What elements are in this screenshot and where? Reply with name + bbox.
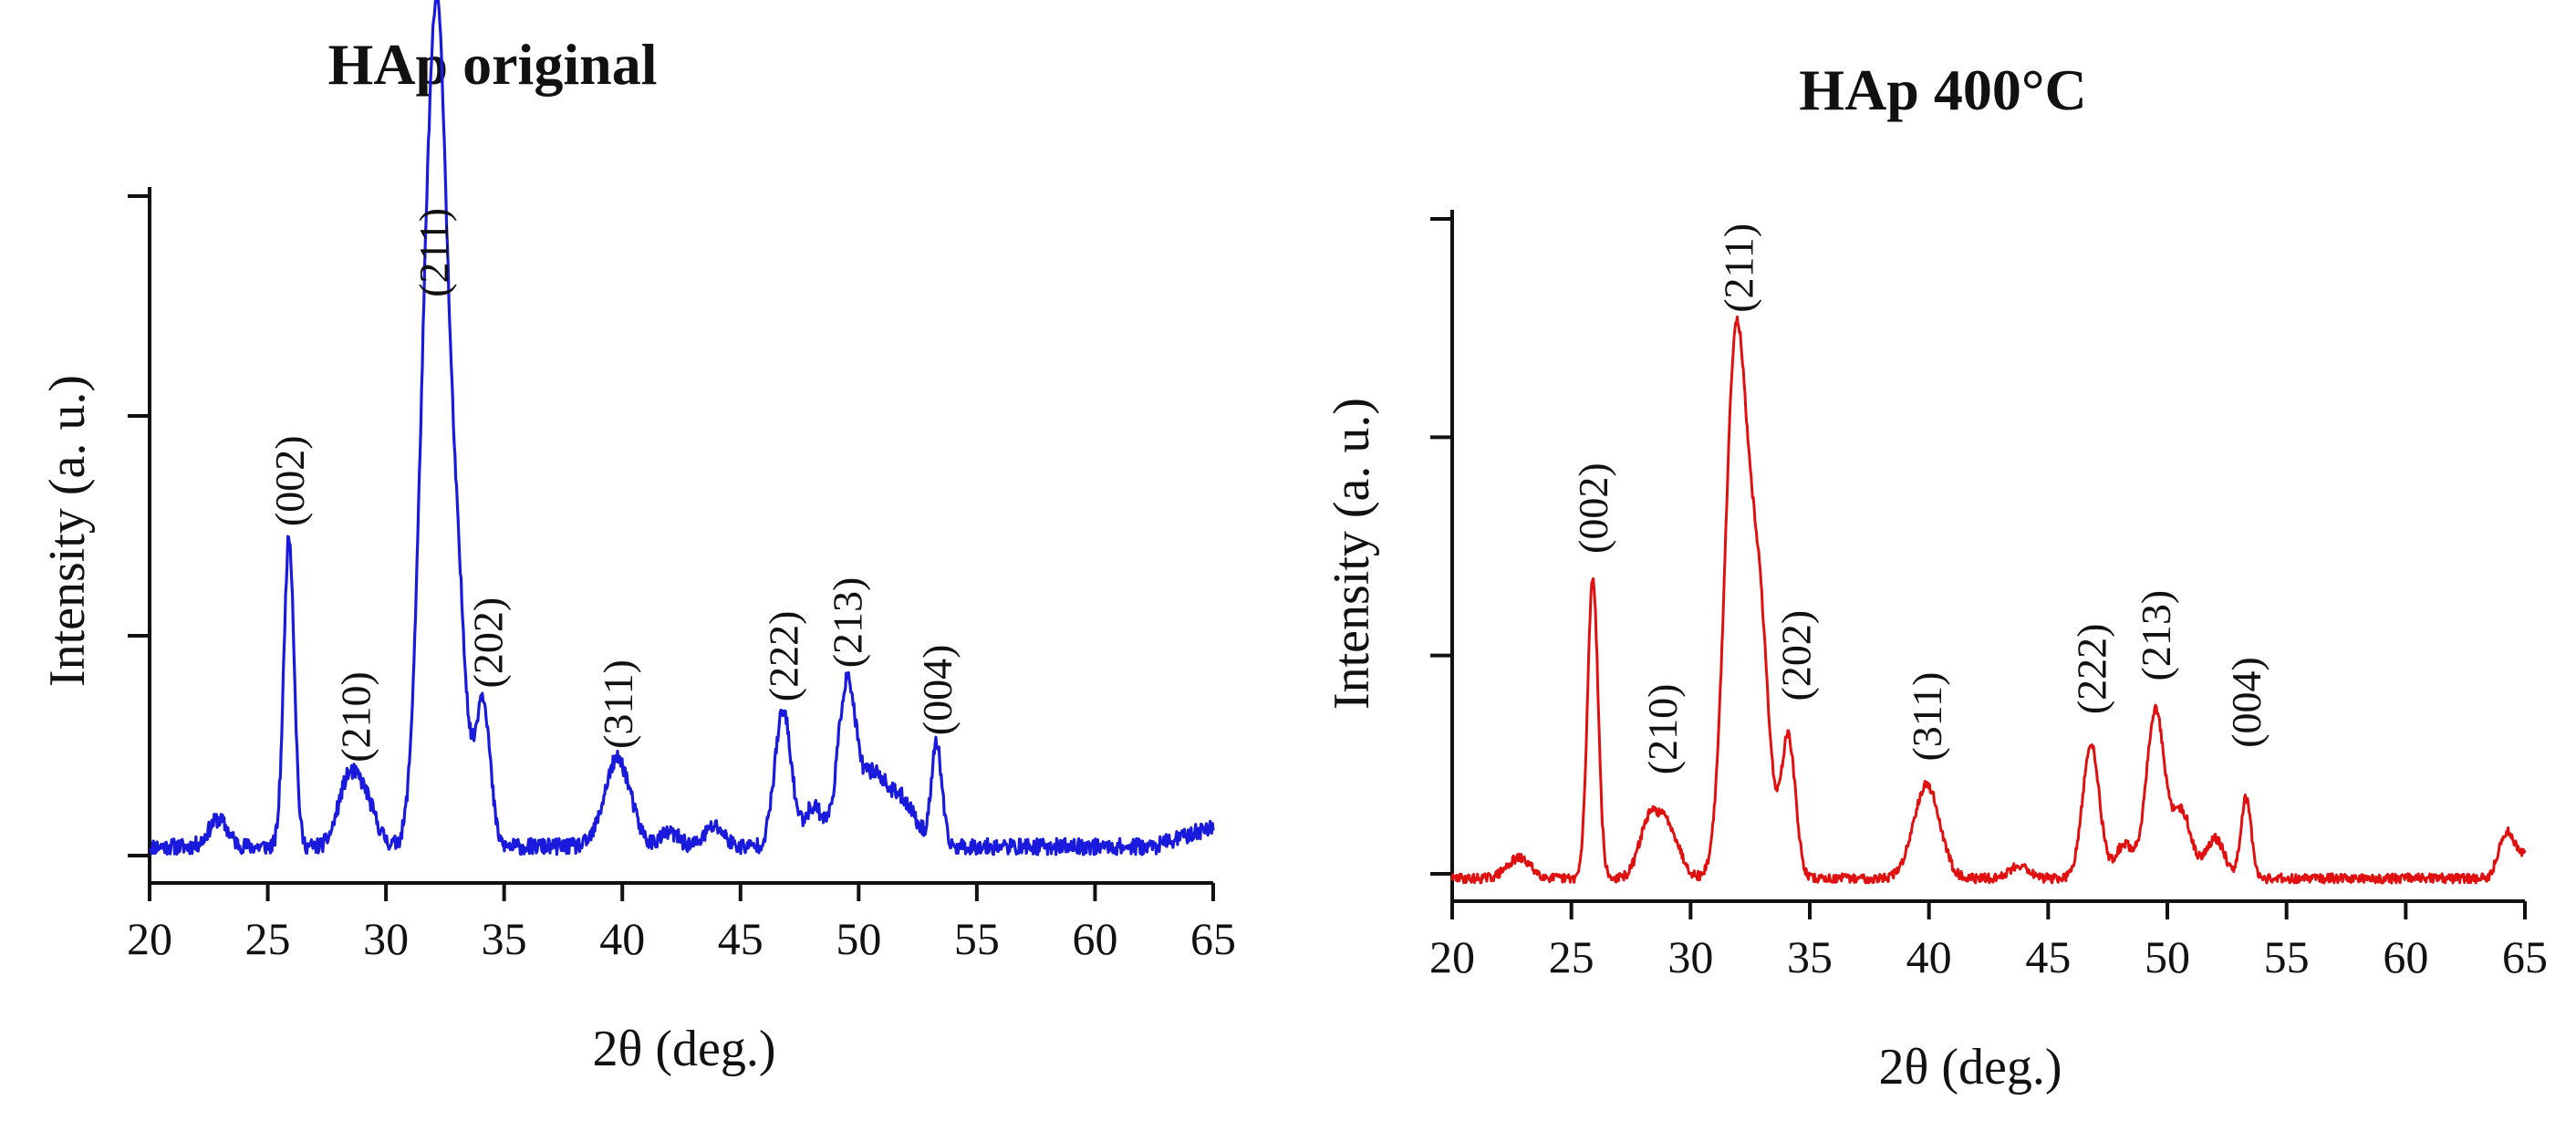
x-tick-label: 30 xyxy=(1667,931,1713,982)
x-tick-label: 65 xyxy=(1190,913,1236,964)
x-tick-label: 50 xyxy=(836,913,881,964)
x-tick-label: 20 xyxy=(127,913,172,964)
x-tick-label: 20 xyxy=(1429,931,1475,982)
series-line xyxy=(1450,315,2527,885)
x-tick-label: 25 xyxy=(245,913,291,964)
chart-hap-original: HAp original Intensity (a. u.) 2θ (deg.)… xyxy=(39,0,1236,1077)
x-tick-label: 40 xyxy=(599,913,645,964)
peak-label: (002) xyxy=(1570,462,1616,554)
x-tick-label: 55 xyxy=(2264,931,2310,982)
x-tick-label: 65 xyxy=(2502,931,2548,982)
x-tick-label: 45 xyxy=(2025,931,2071,982)
x-tick-label: 30 xyxy=(363,913,409,964)
x-tick-label: 25 xyxy=(1549,931,1594,982)
x-axis-label: 2θ (deg.) xyxy=(593,1021,776,1077)
peak-label: (222) xyxy=(760,611,806,702)
peak-label: (202) xyxy=(1772,610,1819,701)
peak-label: (311) xyxy=(1904,672,1950,762)
x-axis-label: 2θ (deg.) xyxy=(1879,1039,2062,1095)
x-tick-label: 50 xyxy=(2145,931,2190,982)
x-tick-label: 60 xyxy=(2383,931,2428,982)
x-tick-label: 40 xyxy=(1906,931,1952,982)
chart-hap-400c: HAp 400°C Intensity (a. u.) 2θ (deg.) 20… xyxy=(1324,57,2548,1095)
peak-label: (211) xyxy=(410,208,457,297)
x-tick-label: 60 xyxy=(1072,913,1117,964)
peak-label: (004) xyxy=(914,645,961,736)
peak-label: (002) xyxy=(266,435,313,526)
chart-title: HAp 400°C xyxy=(1799,57,2086,122)
peak-label: (213) xyxy=(824,577,870,669)
peak-label: (202) xyxy=(465,597,512,689)
x-tick-label: 35 xyxy=(1787,931,1833,982)
y-axis-label: Intensity (a. u.) xyxy=(39,375,96,687)
peak-label: (311) xyxy=(595,659,641,749)
x-tick-label: 45 xyxy=(718,913,763,964)
peak-label: (211) xyxy=(1716,223,1762,313)
x-tick-label: 35 xyxy=(482,913,527,964)
peak-label: (222) xyxy=(2068,624,2114,715)
peak-label: (210) xyxy=(1639,684,1686,775)
peak-label: (213) xyxy=(2133,590,2179,681)
y-axis-label: Intensity (a. u.) xyxy=(1324,398,1380,710)
peak-label: (004) xyxy=(2223,657,2270,748)
series-line xyxy=(149,0,1215,856)
x-tick-label: 55 xyxy=(954,913,1000,964)
chart-title: HAp original xyxy=(328,32,658,97)
peak-label: (210) xyxy=(332,671,379,763)
